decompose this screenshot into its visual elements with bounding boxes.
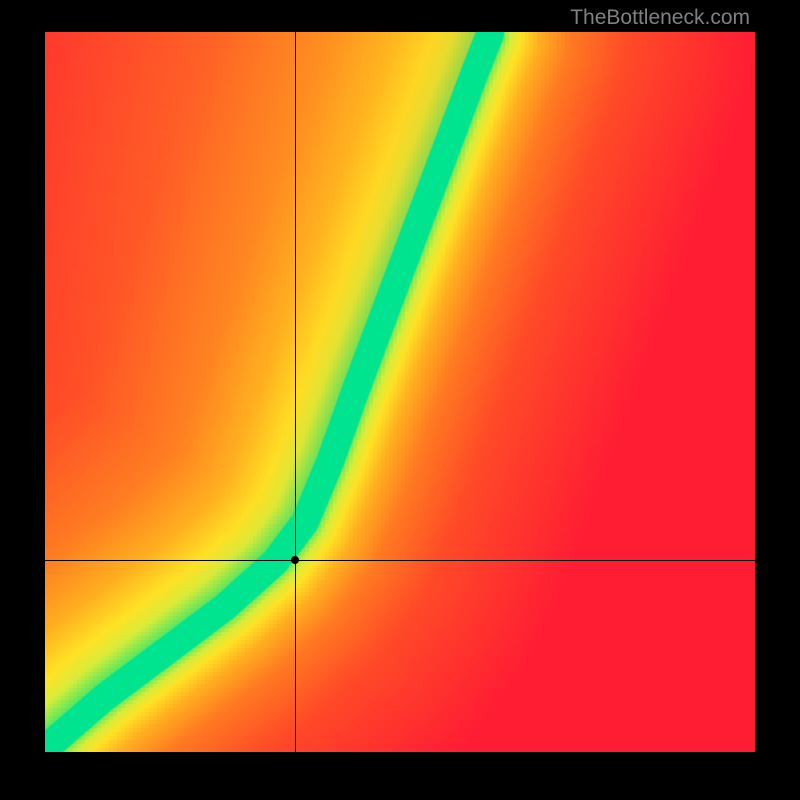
crosshair-horizontal	[45, 560, 755, 561]
crosshair-vertical	[295, 32, 296, 752]
watermark-text: TheBottleneck.com	[570, 6, 750, 30]
heatmap-canvas	[45, 32, 755, 752]
intersection-point	[291, 556, 299, 564]
heatmap-plot	[45, 32, 755, 752]
